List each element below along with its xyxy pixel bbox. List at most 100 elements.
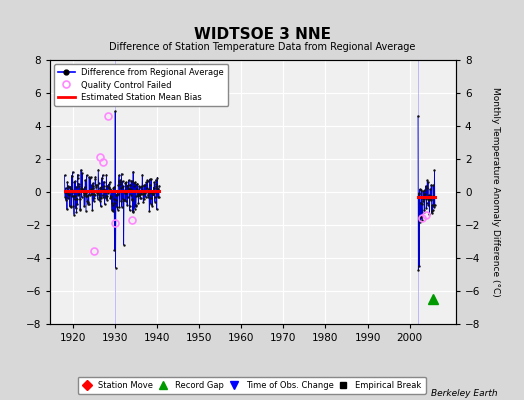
Point [417, 214, 425, 220]
Point [75, 190, 83, 197]
Point [138, 187, 146, 194]
Point [155, 182, 163, 189]
Point [111, 108, 119, 114]
Point [114, 182, 123, 188]
Point [68, 193, 77, 199]
Point [423, 177, 431, 184]
Point [97, 184, 105, 190]
Point [134, 190, 143, 197]
Point [416, 218, 424, 225]
Point [152, 176, 160, 183]
Point [78, 194, 86, 200]
Point [429, 182, 437, 188]
Point [150, 188, 158, 195]
Point [127, 196, 136, 203]
Point [135, 192, 143, 198]
Point [145, 186, 153, 192]
Point [130, 180, 138, 186]
Point [62, 189, 71, 195]
Point [136, 195, 145, 201]
Point [102, 193, 110, 200]
Point [100, 178, 108, 185]
Point [89, 182, 97, 189]
Point [93, 190, 102, 196]
Point [63, 179, 71, 185]
Point [80, 203, 89, 210]
Point [125, 188, 134, 194]
Point [102, 195, 110, 202]
Point [85, 174, 93, 180]
Point [417, 200, 425, 206]
Point [108, 202, 117, 208]
Point [72, 205, 80, 212]
Point [147, 176, 155, 182]
Point [420, 191, 428, 197]
Point [122, 179, 130, 186]
Point [80, 192, 88, 198]
Point [136, 184, 144, 190]
Point [96, 185, 104, 192]
Point [129, 208, 138, 214]
Point [144, 192, 152, 199]
Point [121, 190, 129, 196]
Point [77, 166, 85, 173]
Point [153, 185, 161, 192]
Point [430, 167, 439, 174]
Point [428, 202, 436, 208]
Point [120, 197, 128, 203]
Point [116, 181, 124, 188]
Point [61, 185, 70, 191]
Point [145, 190, 153, 196]
Point [151, 199, 159, 205]
Point [113, 189, 122, 195]
Point [104, 190, 112, 196]
Point [416, 186, 424, 192]
Point [118, 178, 127, 184]
Point [106, 192, 115, 199]
Point [148, 190, 156, 196]
Point [146, 176, 154, 182]
Point [131, 179, 139, 185]
Point [95, 192, 103, 198]
Point [132, 192, 140, 199]
Point [141, 190, 150, 196]
Point [82, 208, 90, 214]
Point [129, 182, 138, 189]
Point [79, 188, 87, 194]
Point [75, 196, 84, 203]
Point [112, 265, 120, 271]
Point [139, 188, 148, 195]
Point [105, 184, 113, 190]
Point [140, 182, 148, 188]
Point [112, 197, 121, 203]
Point [155, 194, 163, 200]
Y-axis label: Monthly Temperature Anomaly Difference (°C): Monthly Temperature Anomaly Difference (… [492, 87, 500, 297]
Point [151, 189, 159, 195]
Point [143, 188, 151, 194]
Point [77, 186, 85, 192]
Point [428, 210, 436, 217]
Point [133, 186, 141, 192]
Point [81, 192, 90, 199]
Point [105, 185, 113, 192]
Point [96, 203, 105, 210]
Point [128, 209, 137, 216]
Point [73, 195, 81, 202]
Point [101, 187, 109, 193]
Point [431, 202, 439, 208]
Point [147, 200, 155, 207]
Point [83, 201, 92, 207]
Point [104, 188, 112, 194]
Point [66, 183, 74, 190]
Point [101, 188, 110, 195]
Point [63, 206, 71, 212]
Point [84, 199, 92, 206]
Point [104, 181, 113, 188]
Point [103, 193, 111, 199]
Point [134, 193, 142, 200]
Point [130, 187, 139, 194]
Point [414, 190, 423, 197]
Point [123, 202, 132, 208]
Point [88, 206, 96, 213]
Point [84, 200, 93, 207]
